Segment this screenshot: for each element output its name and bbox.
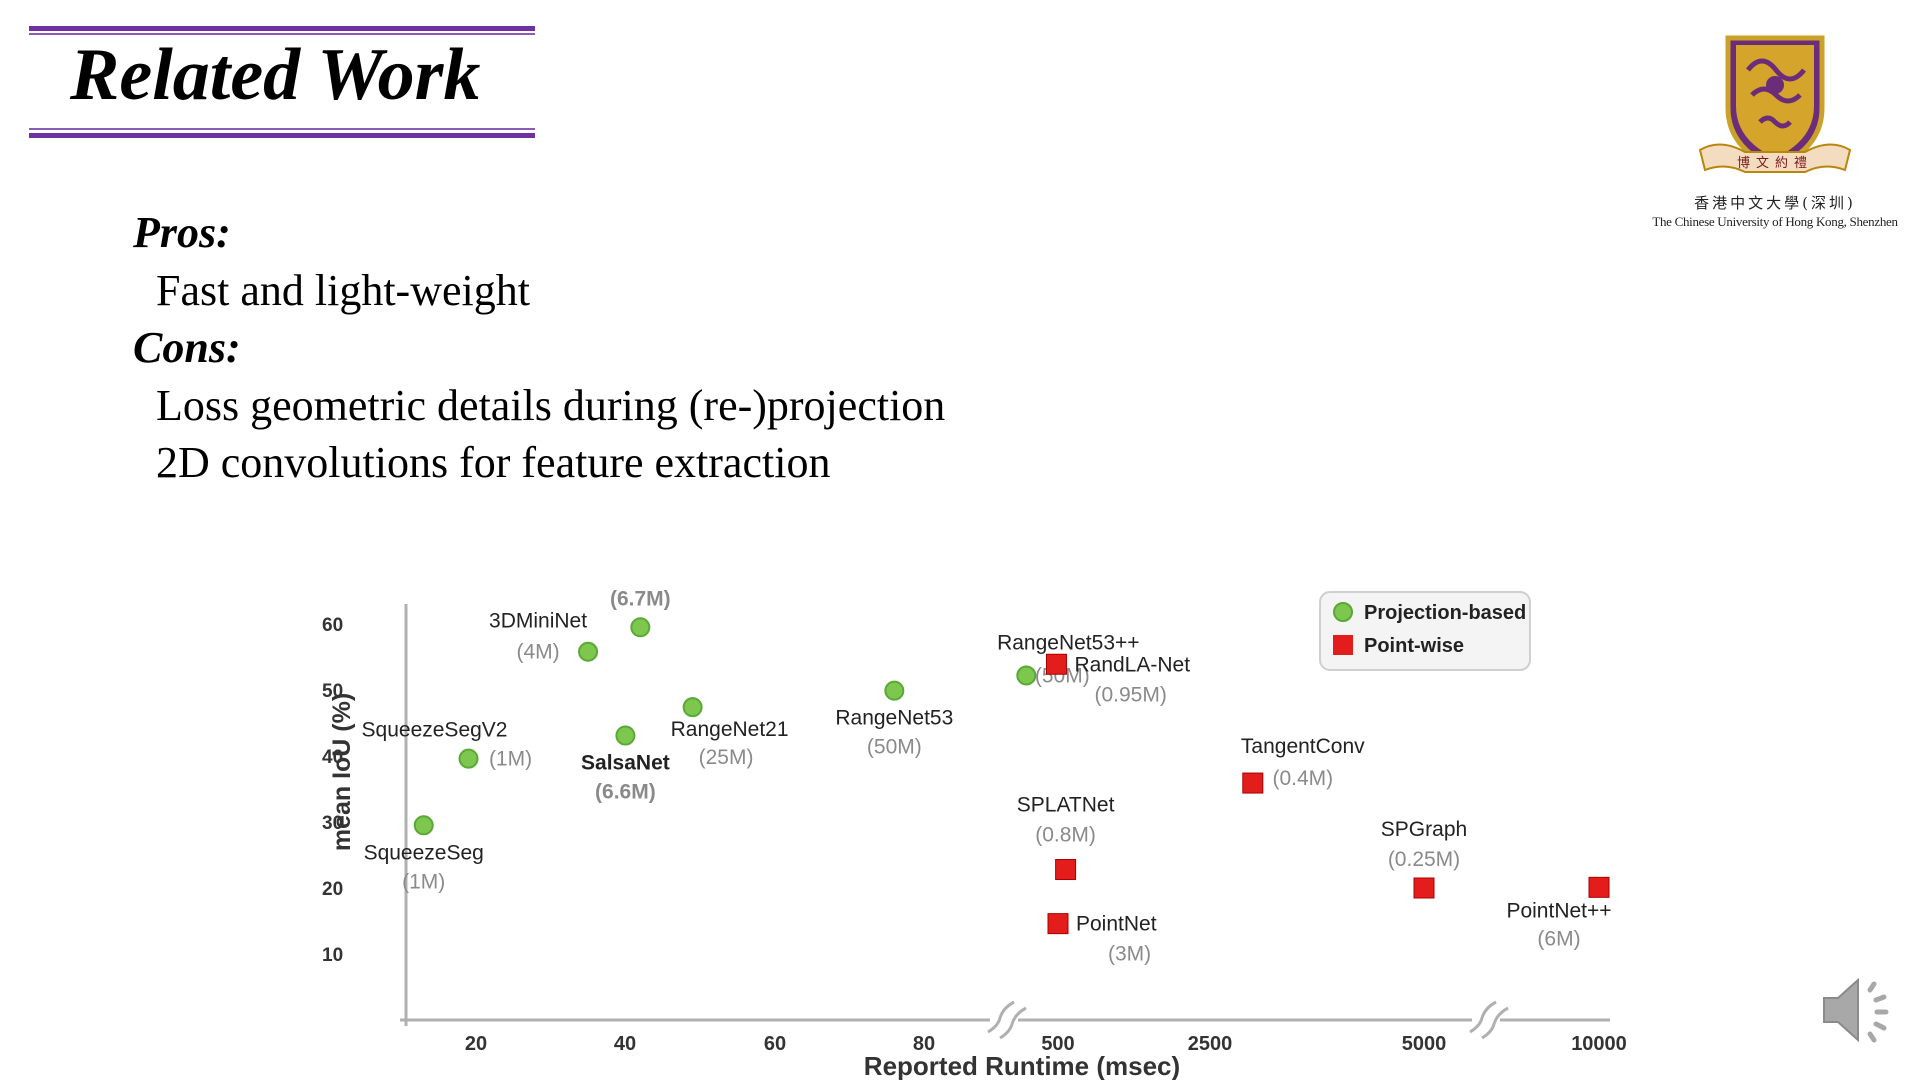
university-crest-icon: 博文約禮 (1698, 35, 1852, 173)
cons-item: Loss geometric details during (re-)proje… (156, 381, 946, 430)
point-label: SPLATNet (1017, 794, 1115, 817)
legend-label: Point-wise (1364, 635, 1464, 657)
cons-item: 2D convolutions for feature extraction (156, 438, 831, 487)
point-label: 3DMiniNet (489, 610, 587, 633)
axis-break-mark (999, 1006, 1027, 1040)
point-params-label: (50M) (867, 736, 922, 759)
legend-label: Projection-based (1364, 602, 1526, 624)
svg-text:博文約禮: 博文約禮 (1737, 156, 1813, 171)
data-point-pointwise (1588, 876, 1610, 898)
title-rule-top-thin (29, 33, 535, 35)
point-params-label: (6M) (1537, 927, 1580, 950)
y-axis-ticks: 1020304050607080 (322, 615, 343, 966)
data-point-pointwise (1047, 913, 1069, 935)
title-rule-bottom (29, 133, 535, 138)
data-point-pointwise (1413, 877, 1435, 899)
speaker-icon[interactable] (1818, 970, 1898, 1050)
x-tick-label: 500 (1041, 1033, 1074, 1055)
legend-marker-square (1333, 635, 1353, 655)
point-label: SalsaNet (581, 752, 670, 775)
x-tick-label: 10000 (1571, 1033, 1627, 1055)
point-label: SqueezeSeg (364, 841, 484, 864)
point-params-label: (4M) (516, 641, 559, 664)
x-tick-label: 80 (913, 1033, 935, 1055)
data-point-pointwise (1045, 653, 1067, 675)
point-label: SPGraph (1381, 818, 1467, 841)
legend-box (1319, 591, 1531, 671)
chart-marks: SqueezeSeg (1M) SqueezeSegV2 (1M) 3DMiniNet (… (362, 580, 1612, 966)
logo-chinese-name: 香港中文大學(深圳) (1694, 194, 1856, 212)
axis-break-mark (1469, 1000, 1497, 1034)
x-axis-ticks: 20 40 60 80 500 2500 5000 10000 (465, 1033, 1627, 1055)
point-label: RandLA-Net (1074, 653, 1190, 676)
x-tick-label: 5000 (1402, 1033, 1447, 1055)
data-point-pointwise (1242, 772, 1264, 794)
x-axis-label: Reported Runtime (msec) (864, 1051, 1180, 1080)
x-tick-label: 60 (764, 1033, 786, 1055)
y-tick-label: 30 (322, 813, 343, 834)
cons-heading: Cons: (133, 323, 241, 372)
university-logo: 博文約禮 香港中文大學(深圳) The Chinese University o… (1640, 30, 1910, 240)
point-label: RangeNet53 (835, 707, 953, 730)
point-params-label: (0.25M) (1388, 848, 1460, 871)
point-params-label: (0.8M) (1035, 824, 1096, 847)
point-label: RangeNet21 (671, 718, 789, 741)
pros-cons-text: Pros: Fast and light-weight Cons: Loss g… (133, 204, 945, 491)
point-params-label: (1M) (402, 870, 445, 893)
x-tick-label: 40 (614, 1033, 636, 1055)
y-tick-label: 40 (322, 747, 343, 768)
y-tick-label: 10 (322, 945, 343, 966)
slide-title: Related Work (70, 34, 481, 116)
axis-break-mark (1481, 1006, 1509, 1040)
pros-heading: Pros: (133, 208, 231, 257)
point-params-label: (0.95M) (1094, 683, 1166, 706)
title-rule-top (29, 26, 535, 31)
logo-english-name: The Chinese University of Hong Kong, She… (1652, 214, 1898, 229)
point-params-label: (6.6M) (595, 781, 656, 804)
pros-item: Fast and light-weight (156, 266, 530, 315)
chart-axes (400, 604, 1610, 1040)
point-params-label: (25M) (699, 746, 754, 769)
axis-break-mark (987, 1000, 1015, 1034)
point-params-label: (1M) (489, 748, 532, 771)
point-label: RangeNet53++ (997, 631, 1139, 654)
data-point-projection (413, 815, 434, 836)
point-label: PointNet (1076, 913, 1157, 936)
x-tick-label: 2500 (1188, 1033, 1233, 1055)
y-tick-label: 20 (322, 879, 343, 900)
data-point-projection (578, 641, 599, 662)
data-point-projection (884, 680, 905, 701)
data-point-projection (682, 697, 703, 718)
point-params-label: (6.7M) (610, 587, 671, 610)
point-params-label: (0.4M) (1272, 767, 1333, 790)
point-params-label: (3M) (1108, 943, 1151, 966)
data-point-projection (615, 725, 636, 746)
data-point-pointwise (1055, 859, 1077, 881)
data-point-projection (1016, 665, 1037, 686)
x-tick-label: 20 (465, 1033, 487, 1055)
point-label: TangentConv (1241, 735, 1365, 758)
point-label: PointNet++ (1506, 899, 1611, 922)
runtime-vs-miou-chart: 1020304050607080 20406080500250050001000… (322, 580, 1627, 1080)
legend-marker-circle (1333, 602, 1353, 622)
y-axis-label: mean IoU (%) (328, 693, 356, 851)
data-point-projection (458, 748, 479, 769)
y-tick-label: 50 (322, 681, 343, 702)
point-label: SqueezeSegV2 (362, 719, 508, 742)
chart-legend: Projection-based Point-wise (1319, 591, 1531, 671)
y-tick-label: 60 (322, 615, 343, 636)
data-point-projection (630, 617, 651, 638)
title-rule-bottom-thin (29, 128, 535, 130)
